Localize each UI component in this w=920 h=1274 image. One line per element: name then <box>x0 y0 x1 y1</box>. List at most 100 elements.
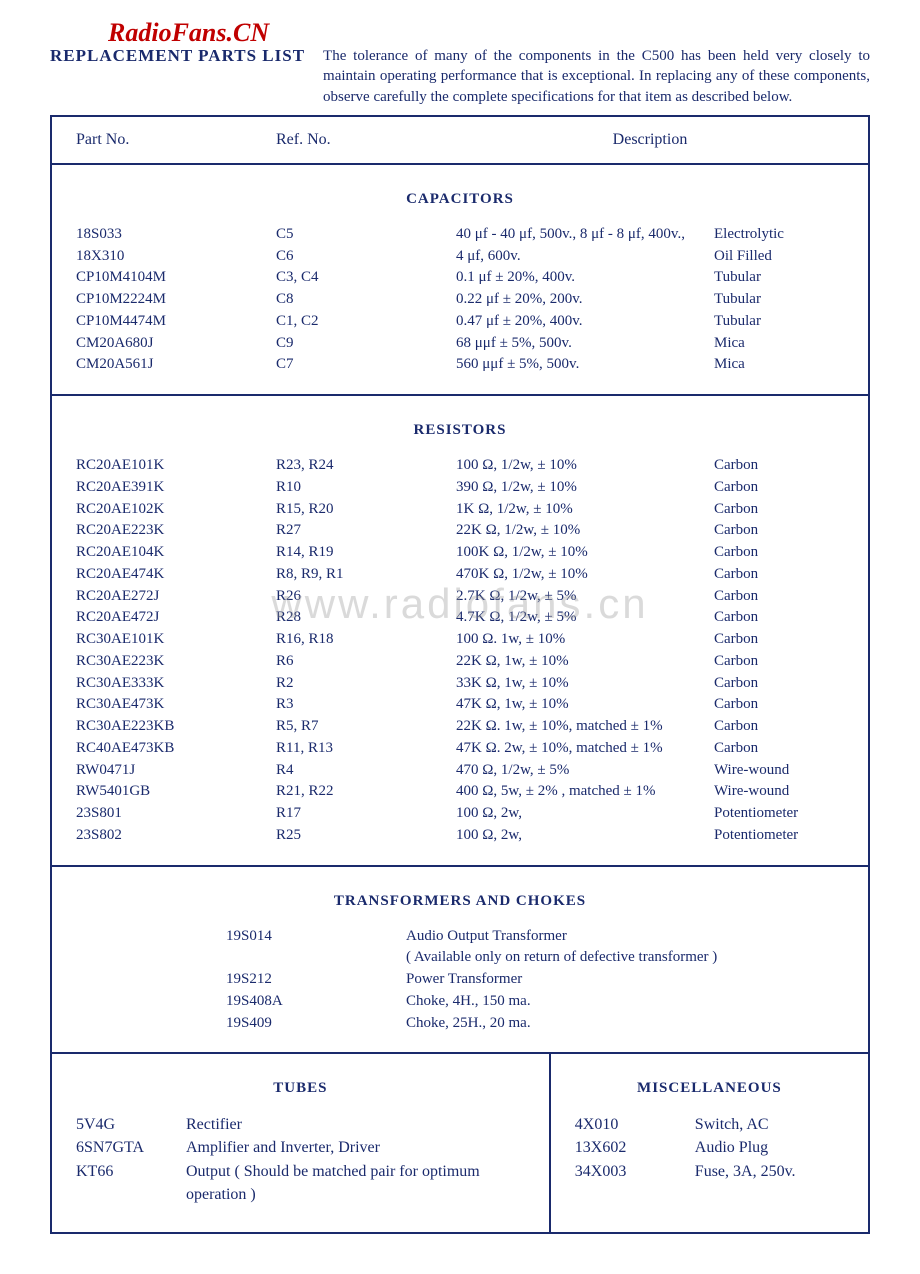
cell-type: Tubular <box>714 289 844 311</box>
cell-part: 23S801 <box>76 803 276 825</box>
table-row: RC20AE474KR8, R9, R1470K Ω, 1/2w, ± 10%C… <box>76 564 844 586</box>
cell-part: RC20AE223K <box>76 520 276 542</box>
cell-part: RC20AE474K <box>76 564 276 586</box>
cell-ref: R14, R19 <box>276 542 456 564</box>
col-header-desc: Description <box>456 131 844 149</box>
cell-desc: Choke, 4H., 150 ma. <box>406 991 844 1013</box>
table-row: 18S033C540 μf - 40 μf, 500v., 8 μf - 8 μ… <box>76 224 844 246</box>
table-row: RC20AE472JR284.7K Ω, 1/2w, ± 5%Carbon <box>76 607 844 629</box>
bottom-split: TUBES 5V4GRectifier6SN7GTAAmplifier and … <box>52 1052 868 1232</box>
page-title: REPLACEMENT PARTS LIST <box>50 46 305 66</box>
cell-desc: 47K Ω. 2w, ± 10%, matched ± 1% <box>456 738 714 760</box>
cell-ref: R17 <box>276 803 456 825</box>
table-row: KT66Output ( Should be matched pair for … <box>76 1160 525 1206</box>
table-row: ( Available only on return of defective … <box>76 947 844 969</box>
cell-part: 6SN7GTA <box>76 1136 186 1159</box>
cell-ref: R6 <box>276 651 456 673</box>
section-title: RESISTORS <box>76 422 844 439</box>
cell-ref: R2 <box>276 673 456 695</box>
cell-ref: R16, R18 <box>276 629 456 651</box>
cell-desc: 0.47 μf ± 20%, 400v. <box>456 311 714 333</box>
table-row: 19S014Audio Output Transformer <box>76 926 844 948</box>
col-header-ref: Ref. No. <box>276 131 456 149</box>
cell-type: Carbon <box>714 651 844 673</box>
cell-ref: R4 <box>276 760 456 782</box>
cell-type: Carbon <box>714 716 844 738</box>
cell-part: CM20A561J <box>76 354 276 376</box>
cell-type: Carbon <box>714 738 844 760</box>
column-headers: Part No. Ref. No. Description <box>52 117 868 163</box>
cell-type: Carbon <box>714 477 844 499</box>
cell-part: RW5401GB <box>76 781 276 803</box>
cell-desc: Switch, AC <box>695 1113 844 1136</box>
cell-part: CP10M2224M <box>76 289 276 311</box>
cell-desc: 40 μf - 40 μf, 500v., 8 μf - 8 μf, 400v.… <box>456 224 714 246</box>
cell-desc: Choke, 25H., 20 ma. <box>406 1013 844 1035</box>
table-row: 4X010Switch, AC <box>575 1113 844 1136</box>
cell-ref: C9 <box>276 333 456 355</box>
table-row: RW0471JR4470 Ω, 1/2w, ± 5%Wire-wound <box>76 760 844 782</box>
cell-type: Potentiometer <box>714 825 844 847</box>
cell-desc: 2.7K Ω, 1/2w, ± 5% <box>456 586 714 608</box>
cell-ref: C8 <box>276 289 456 311</box>
cell-ref: R15, R20 <box>276 499 456 521</box>
table-row: 19S409Choke, 25H., 20 ma. <box>76 1013 844 1035</box>
header-row: REPLACEMENT PARTS LIST The tolerance of … <box>50 46 870 107</box>
cell-ref: R10 <box>276 477 456 499</box>
table-row: CP10M2224MC80.22 μf ± 20%, 200v.Tubular <box>76 289 844 311</box>
cell-desc: Audio Plug <box>695 1136 844 1159</box>
cell-type: Carbon <box>714 694 844 716</box>
cell-desc: 22K Ω. 1w, ± 10%, matched ± 1% <box>456 716 714 738</box>
cell-ref: R11, R13 <box>276 738 456 760</box>
table-row: 13X602Audio Plug <box>575 1136 844 1159</box>
cell-ref: R26 <box>276 586 456 608</box>
cell-part: 34X003 <box>575 1160 695 1183</box>
cell-part: CM20A680J <box>76 333 276 355</box>
table-row: RC30AE223KR622K Ω, 1w, ± 10%Carbon <box>76 651 844 673</box>
cell-part: RC20AE102K <box>76 499 276 521</box>
cell-ref: R28 <box>276 607 456 629</box>
cell-part: RC20AE391K <box>76 477 276 499</box>
table-row: RC20AE223KR2722K Ω, 1/2w, ± 10%Carbon <box>76 520 844 542</box>
table-row: 19S408AChoke, 4H., 150 ma. <box>76 991 844 1013</box>
table-row: 5V4GRectifier <box>76 1113 525 1136</box>
cell-desc: 0.1 μf ± 20%, 400v. <box>456 267 714 289</box>
cell-desc: 560 μμf ± 5%, 500v. <box>456 354 714 376</box>
cell-ref: C7 <box>276 354 456 376</box>
cell-ref: R8, R9, R1 <box>276 564 456 586</box>
cell-desc: 470K Ω, 1/2w, ± 10% <box>456 564 714 586</box>
cell-type: Carbon <box>714 586 844 608</box>
cell-part: RC40AE473KB <box>76 738 276 760</box>
cell-type: Carbon <box>714 455 844 477</box>
watermark-top: RadioFans.CN <box>108 18 269 48</box>
table-row: RC20AE391KR10390 Ω, 1/2w, ± 10%Carbon <box>76 477 844 499</box>
section-tubes: TUBES 5V4GRectifier6SN7GTAAmplifier and … <box>52 1054 551 1232</box>
table-row: CP10M4474MC1, C20.47 μf ± 20%, 400v.Tubu… <box>76 311 844 333</box>
cell-type: Carbon <box>714 629 844 651</box>
cell-part: RC20AE101K <box>76 455 276 477</box>
cell-type: Mica <box>714 354 844 376</box>
cell-type: Tubular <box>714 311 844 333</box>
cell-ref: C3, C4 <box>276 267 456 289</box>
table-row: 6SN7GTAAmplifier and Inverter, Driver <box>76 1136 525 1159</box>
table-row: 18X310C64 μf, 600v.Oil Filled <box>76 246 844 268</box>
section-title: TRANSFORMERS AND CHOKES <box>76 893 844 910</box>
cell-ref: C1, C2 <box>276 311 456 333</box>
cell-desc: 100K Ω, 1/2w, ± 10% <box>456 542 714 564</box>
cell-ref: R3 <box>276 694 456 716</box>
cell-desc: Power Transformer <box>406 969 844 991</box>
cell-ref: R5, R7 <box>276 716 456 738</box>
cell-desc: 47K Ω, 1w, ± 10% <box>456 694 714 716</box>
section-resistors: RESISTORS RC20AE101KR23, R24100 Ω, 1/2w,… <box>52 394 868 865</box>
page: RadioFans.CN REPLACEMENT PARTS LIST The … <box>0 0 920 1274</box>
header-description: The tolerance of many of the components … <box>323 46 870 107</box>
cell-desc: 470 Ω, 1/2w, ± 5% <box>456 760 714 782</box>
cell-desc: ( Available only on return of defective … <box>406 947 844 969</box>
cell-part: 19S409 <box>226 1013 406 1035</box>
cell-type: Carbon <box>714 673 844 695</box>
cell-type: Carbon <box>714 607 844 629</box>
table-row: CP10M4104MC3, C40.1 μf ± 20%, 400v.Tubul… <box>76 267 844 289</box>
cell-type: Tubular <box>714 267 844 289</box>
cell-ref: C5 <box>276 224 456 246</box>
cell-part: 23S802 <box>76 825 276 847</box>
